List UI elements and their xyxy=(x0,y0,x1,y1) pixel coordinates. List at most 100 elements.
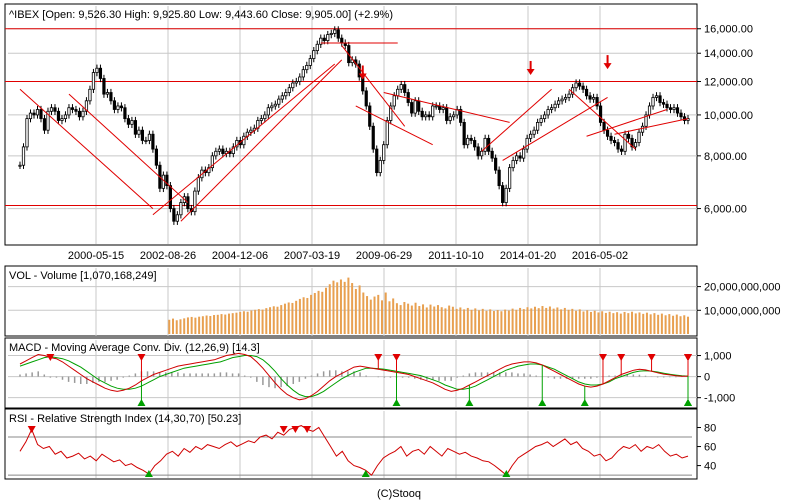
volume-bar xyxy=(489,309,492,334)
price-candle xyxy=(193,190,197,213)
price-candle xyxy=(389,105,393,121)
volume-bar xyxy=(384,292,387,334)
price-candle xyxy=(679,112,683,118)
volume-bar xyxy=(339,279,342,334)
volume-bar xyxy=(295,300,298,334)
volume-bar xyxy=(343,281,346,334)
volume-bar xyxy=(474,308,477,334)
volume-bar xyxy=(403,302,406,334)
price-y-tick-label: 16,000.00 xyxy=(704,24,753,36)
rsi-oversold-marker xyxy=(144,470,153,477)
price-candle xyxy=(452,114,456,118)
price-candle xyxy=(556,100,561,105)
price-candle xyxy=(196,177,200,192)
volume-bar xyxy=(325,287,328,334)
price-candle xyxy=(165,174,169,187)
price-candle xyxy=(301,69,305,78)
volume-bar xyxy=(257,309,260,334)
price-candle xyxy=(665,103,669,109)
price-candle xyxy=(175,214,179,222)
volume-bar xyxy=(563,307,566,334)
volume-bar xyxy=(246,311,249,334)
rsi-overbought-marker xyxy=(279,426,288,433)
volume-bar xyxy=(198,316,201,334)
rsi-panel-title: RSI - Relative Strength Index (14,30,70)… xyxy=(9,413,241,425)
price-candle xyxy=(280,95,284,100)
down-arrow-icon xyxy=(603,63,612,70)
volume-bar xyxy=(608,311,611,334)
price-candle xyxy=(249,129,253,133)
volume-bar xyxy=(541,306,544,334)
price-candle xyxy=(312,50,316,59)
price-candle xyxy=(480,150,484,157)
price-x-tick-label: 2014-01-20 xyxy=(500,250,556,262)
volume-bar xyxy=(283,303,286,334)
macd-y-tick-label: 1,000 xyxy=(704,351,732,363)
price-candle xyxy=(616,142,620,150)
price-candle xyxy=(654,95,659,98)
volume-bar xyxy=(373,296,376,334)
volume-bar xyxy=(560,309,563,334)
volume-bar xyxy=(377,294,380,334)
volume-bar xyxy=(306,297,309,334)
volume-bar xyxy=(388,301,391,334)
volume-bar xyxy=(380,300,383,334)
volume-bar xyxy=(533,306,536,334)
price-candle xyxy=(560,98,564,102)
price-candle xyxy=(553,103,557,109)
rsi-line xyxy=(19,425,689,476)
volume-bar xyxy=(657,314,660,334)
price-candle xyxy=(179,202,183,216)
price-candle xyxy=(294,81,298,84)
volume-bar xyxy=(601,311,604,334)
price-candle xyxy=(231,146,235,154)
price-candle xyxy=(123,107,127,120)
price-candle xyxy=(98,67,103,79)
volume-bar xyxy=(575,310,578,334)
volume-bar xyxy=(519,307,522,334)
macd-buy-marker xyxy=(392,399,401,406)
price-candle xyxy=(102,78,106,95)
macd-y-tick-label: -1,000 xyxy=(704,393,735,405)
price-trendline xyxy=(481,88,552,152)
volume-bar xyxy=(302,297,305,334)
price-candle xyxy=(406,92,410,103)
price-candle xyxy=(364,90,368,107)
price-candle xyxy=(266,107,270,116)
volume-bar xyxy=(530,308,533,334)
volume-bar xyxy=(463,309,466,334)
volume-bar xyxy=(209,315,212,334)
volume-y-tick-label: 20,000,000,000 xyxy=(704,282,780,294)
volume-bar xyxy=(366,296,369,334)
price-candle xyxy=(668,107,673,110)
macd-sell-marker xyxy=(617,354,626,361)
price-candle xyxy=(672,107,676,110)
volume-panel-frame xyxy=(4,265,698,337)
volume-bar xyxy=(451,306,454,334)
price-candle xyxy=(74,109,78,112)
price-candle xyxy=(403,84,407,93)
price-candle xyxy=(462,122,466,146)
price-trendline xyxy=(383,92,510,123)
price-candle xyxy=(95,67,99,73)
down-arrow-icon xyxy=(526,68,535,75)
price-candle xyxy=(336,29,340,39)
price-candle xyxy=(18,164,22,167)
price-candle xyxy=(626,133,631,139)
price-candle xyxy=(284,92,288,97)
price-x-tick-label: 2004-12-06 xyxy=(212,250,268,262)
price-candle xyxy=(263,114,267,120)
volume-bar xyxy=(485,310,488,334)
price-candle xyxy=(410,102,414,114)
price-candle xyxy=(319,37,323,45)
price-panel-title: ^IBEX [Open: 9,526.30 High: 9,925.80 Low… xyxy=(9,9,393,21)
price-candle xyxy=(35,109,40,116)
price-trendline xyxy=(614,118,689,135)
price-candle xyxy=(529,133,533,139)
price-candle xyxy=(539,118,543,123)
macd-sell-marker xyxy=(374,354,383,361)
volume-bar xyxy=(205,315,208,334)
price-x-tick-label: 2016-05-02 xyxy=(572,250,628,262)
volume-bar xyxy=(660,313,663,334)
price-candle xyxy=(448,116,452,121)
